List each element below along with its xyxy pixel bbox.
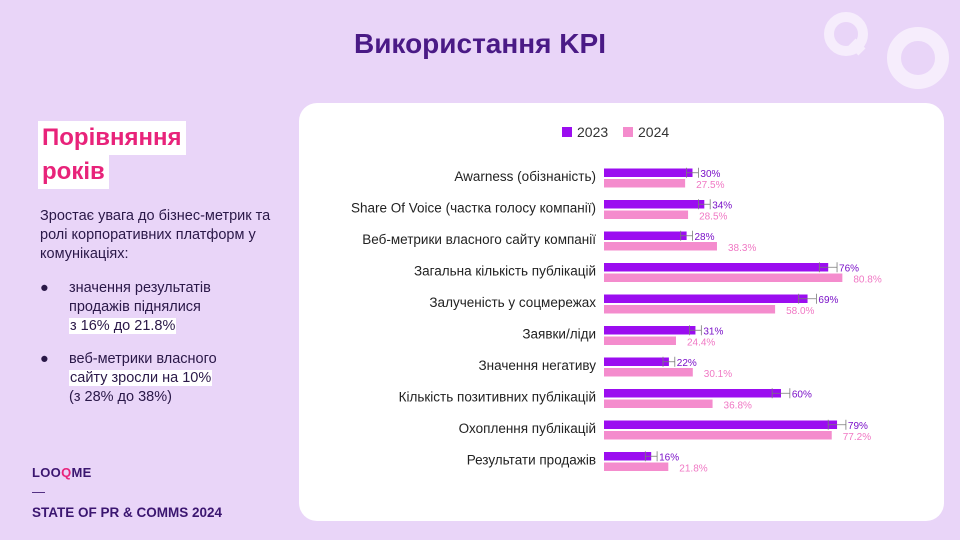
data-label-2024: 24.4% [687, 338, 715, 349]
section-heading-line2: років [38, 155, 109, 189]
bar-2024 [604, 336, 676, 345]
bar-2023 [604, 452, 652, 461]
legend-label-2024: 2024 [638, 124, 669, 140]
bullet-text-line: (з 28% до 38%) [69, 389, 172, 405]
legend-label-2023: 2023 [577, 124, 608, 140]
bar-2024 [604, 399, 713, 408]
bar-2023 [604, 263, 829, 272]
bar-2024 [604, 242, 717, 251]
bullet-text-line: значення результатів [69, 280, 211, 296]
decorative-q-icon [824, 12, 868, 56]
bar-2023 [604, 231, 687, 240]
category-label: Share Of Voice (частка голосу компанії) [351, 201, 596, 216]
category-label: Охоплення публікацій [459, 421, 596, 436]
data-label-2024: 21.8% [679, 464, 707, 475]
data-label-2024: 27.5% [696, 180, 724, 191]
bullet-text-highlight: сайту зросли на 10% [69, 370, 213, 386]
bar-2024 [604, 210, 689, 219]
data-label-2024: 58.0% [786, 306, 814, 317]
bar-2023 [604, 420, 838, 429]
kpi-bar-chart: 2023 2024 Awarness (обізнаність) 30%27.5% Sh… [351, 124, 882, 475]
data-label-2023: 69% [818, 295, 838, 306]
data-label-2024: 36.8% [724, 401, 752, 412]
data-label-2023: 79% [848, 421, 868, 432]
bar-2023 [604, 389, 781, 398]
data-label-2024: 80.8% [853, 275, 881, 286]
logo-divider: — [32, 484, 45, 499]
category-label: Загальна кількість публікацій [414, 264, 596, 279]
bar-2024 [604, 179, 686, 188]
data-label-2024: 77.2% [843, 432, 871, 443]
category-label: Веб-метрики власного сайту компанії [362, 232, 596, 247]
bar-2023 [604, 168, 693, 177]
bullet-text-line: веб-метрики власного [69, 351, 217, 367]
legend-swatch-2024 [623, 127, 633, 137]
data-label-2023: 28% [695, 232, 715, 243]
bullet-dot-icon: ● [40, 280, 49, 296]
bar-2023 [604, 200, 705, 209]
bar-2023 [604, 326, 696, 335]
category-label: Awarness (обізнаність) [454, 169, 596, 184]
data-label-2023: 16% [659, 452, 679, 463]
intro-text: Зростає увага до бізнес-метрик та ролі к… [40, 208, 271, 262]
data-label-2023: 30% [700, 169, 720, 180]
decorative-o-icon [887, 27, 949, 89]
bullet-dot-icon: ● [40, 351, 49, 367]
section-heading-line1: Порівняння [38, 121, 186, 155]
bar-2023 [604, 357, 669, 366]
category-label: Результати продажів [467, 453, 596, 468]
chart-card: 2023 2024 Awarness (обізнаність) 30% 27.5% Sh… [299, 103, 944, 521]
bar-2023 [604, 294, 808, 303]
data-label-2023: 76% [839, 263, 859, 274]
bar-2024 [604, 462, 669, 471]
data-label-2023: 31% [703, 326, 723, 337]
data-label-2023: 60% [792, 389, 812, 400]
bullet-text-highlight: з 16% до 21.8% [69, 318, 177, 334]
data-label-2024: 30.1% [704, 369, 732, 380]
category-label: Залученість у соцмережах [429, 295, 596, 310]
bar-2024 [604, 368, 693, 377]
looqme-logo: LOOQME [32, 465, 92, 480]
legend-swatch-2023 [562, 127, 572, 137]
category-label: Кількість позитивних публікацій [399, 390, 596, 405]
bar-2024 [604, 305, 776, 314]
data-label-2023: 34% [712, 200, 732, 211]
bullet-text-line: продажів піднялися [69, 299, 201, 315]
bar-2024 [604, 431, 832, 440]
slide-title: Використання KPI [354, 28, 606, 59]
category-label: Значення негативу [479, 358, 597, 373]
category-label: Заявки/ліди [522, 327, 596, 342]
report-footer: STATE OF PR & COMMS 2024 [32, 505, 223, 520]
bar-2024 [604, 273, 843, 282]
data-label-2024: 28.5% [699, 212, 727, 223]
data-label-2023: 22% [677, 358, 697, 369]
data-label-2024: 38.3% [728, 243, 756, 254]
